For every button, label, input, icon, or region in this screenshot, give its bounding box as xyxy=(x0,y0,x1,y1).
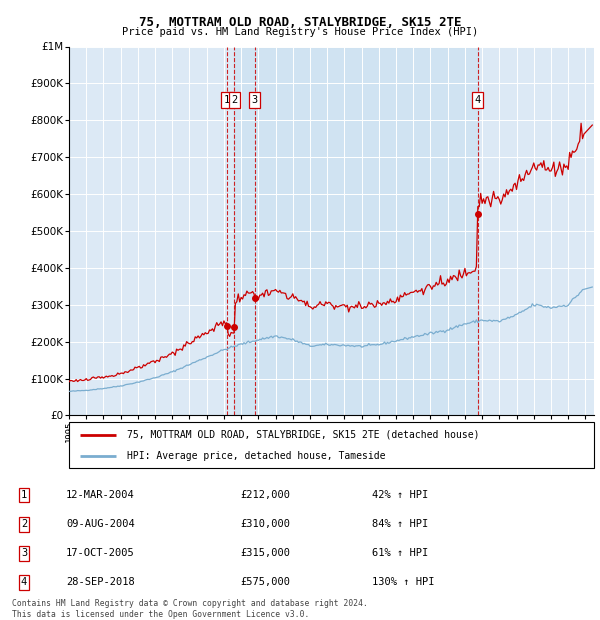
Text: 12-MAR-2004: 12-MAR-2004 xyxy=(66,490,135,500)
Text: 28-SEP-2018: 28-SEP-2018 xyxy=(66,577,135,588)
Text: 84% ↑ HPI: 84% ↑ HPI xyxy=(372,519,428,529)
Text: 4: 4 xyxy=(21,577,27,588)
Text: 130% ↑ HPI: 130% ↑ HPI xyxy=(372,577,434,588)
Text: 09-AUG-2004: 09-AUG-2004 xyxy=(66,519,135,529)
Text: Contains HM Land Registry data © Crown copyright and database right 2024.
This d: Contains HM Land Registry data © Crown c… xyxy=(12,600,368,619)
Text: 2: 2 xyxy=(21,519,27,529)
Text: HPI: Average price, detached house, Tameside: HPI: Average price, detached house, Tame… xyxy=(127,451,385,461)
Text: 3: 3 xyxy=(251,95,258,105)
Text: 3: 3 xyxy=(21,548,27,559)
Bar xyxy=(234,46,478,415)
Text: 61% ↑ HPI: 61% ↑ HPI xyxy=(372,548,428,559)
Text: 1: 1 xyxy=(21,490,27,500)
Text: £212,000: £212,000 xyxy=(240,490,290,500)
Text: 4: 4 xyxy=(475,95,481,105)
Text: 75, MOTTRAM OLD ROAD, STALYBRIDGE, SK15 2TE (detached house): 75, MOTTRAM OLD ROAD, STALYBRIDGE, SK15 … xyxy=(127,430,479,440)
Text: 42% ↑ HPI: 42% ↑ HPI xyxy=(372,490,428,500)
Text: £315,000: £315,000 xyxy=(240,548,290,559)
Text: Price paid vs. HM Land Registry's House Price Index (HPI): Price paid vs. HM Land Registry's House … xyxy=(122,27,478,37)
Text: £310,000: £310,000 xyxy=(240,519,290,529)
Text: 2: 2 xyxy=(231,95,238,105)
Text: 17-OCT-2005: 17-OCT-2005 xyxy=(66,548,135,559)
FancyBboxPatch shape xyxy=(69,422,594,468)
Text: 75, MOTTRAM OLD ROAD, STALYBRIDGE, SK15 2TE: 75, MOTTRAM OLD ROAD, STALYBRIDGE, SK15 … xyxy=(139,16,461,29)
Text: 1: 1 xyxy=(224,95,230,105)
Text: £575,000: £575,000 xyxy=(240,577,290,588)
